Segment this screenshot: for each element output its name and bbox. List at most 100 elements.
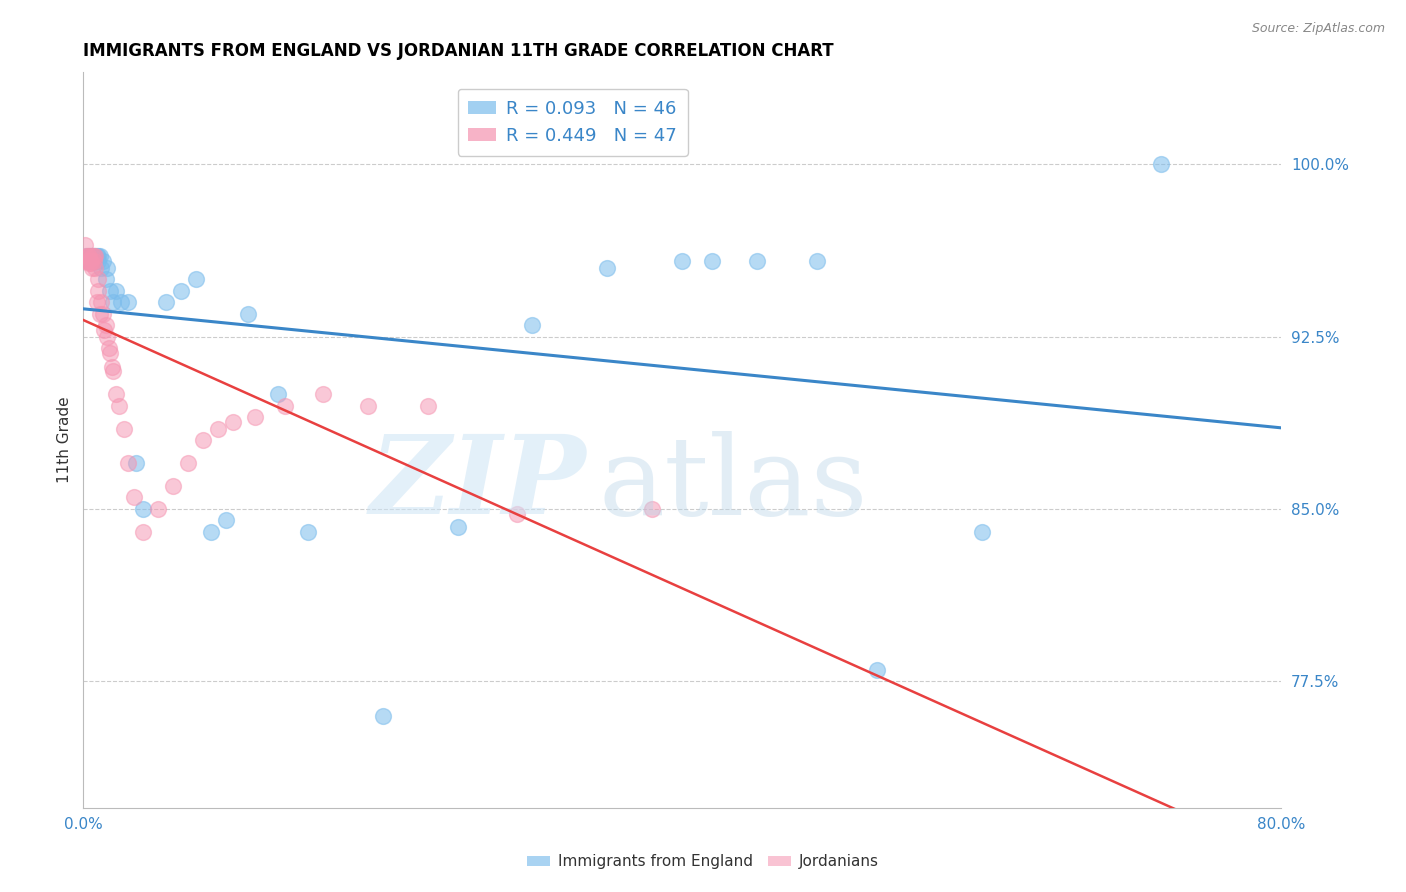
Point [371,708,394,723]
Point [122,491,145,505]
Point [80,256,103,270]
Point [83,249,105,263]
Point [132,524,155,539]
Point [94,318,117,333]
Point [446,520,468,534]
Point [82,249,104,263]
Point [214,513,236,527]
Point [169,284,191,298]
Point [76,253,98,268]
Point [702,253,724,268]
Point [75,249,97,263]
Point [80,249,103,263]
Point [312,387,335,401]
Point [93,323,115,337]
Point [222,415,245,429]
Point [506,507,529,521]
Point [96,329,118,343]
Text: IMMIGRANTS FROM ENGLAND VS JORDANIAN 11TH GRADE CORRELATION CHART: IMMIGRANTS FROM ENGLAND VS JORDANIAN 11T… [83,42,834,60]
Point [100,359,122,374]
Point [970,524,993,539]
Point [155,295,177,310]
Point [267,387,290,401]
Legend: Immigrants from England, Jordanians: Immigrants from England, Jordanians [522,848,884,875]
Point [91,253,114,268]
Point [82,249,104,263]
Point [132,502,155,516]
Point [110,295,132,310]
Point [77,253,100,268]
Point [297,524,319,539]
Point [357,399,380,413]
Point [77,256,100,270]
Point [105,284,128,298]
Point [82,249,104,263]
Point [745,253,768,268]
Point [236,307,259,321]
Point [97,341,120,355]
Point [89,249,111,263]
Point [103,364,125,378]
Point [94,272,117,286]
Point [83,253,105,268]
Point [806,253,828,268]
Y-axis label: 11th Grade: 11th Grade [58,397,72,483]
Point [73,237,96,252]
Text: ZIP: ZIP [370,431,586,538]
Point [77,249,100,263]
Point [274,399,297,413]
Legend: R = 0.093   N = 46, R = 0.449   N = 47: R = 0.093 N = 46, R = 0.449 N = 47 [457,89,688,155]
Point [105,387,128,401]
Point [641,502,664,516]
Point [87,284,110,298]
Point [103,295,125,310]
Point [117,295,139,310]
Point [86,249,108,263]
Text: Source: ZipAtlas.com: Source: ZipAtlas.com [1251,22,1385,36]
Point [89,307,111,321]
Point [86,295,108,310]
Point [191,433,214,447]
Point [671,253,693,268]
Point [245,410,267,425]
Point [84,249,107,263]
Point [416,399,439,413]
Point [83,253,105,268]
Point [90,295,112,310]
Text: atlas: atlas [599,431,868,538]
Point [866,663,889,677]
Point [83,249,105,263]
Point [75,253,97,268]
Point [162,479,184,493]
Point [112,421,135,435]
Point [98,345,121,359]
Point [76,253,98,268]
Point [80,253,103,268]
Point [125,456,148,470]
Point [87,272,110,286]
Point [82,260,104,275]
Point [1150,157,1173,171]
Point [108,399,131,413]
Point [200,524,222,539]
Point [84,249,107,263]
Point [77,249,100,263]
Point [207,421,229,435]
Point [75,249,97,263]
Point [177,456,200,470]
Point [146,502,169,516]
Point [87,249,110,263]
Point [84,260,107,275]
Point [91,307,114,321]
Point [98,284,121,298]
Point [184,272,207,286]
Point [76,249,98,263]
Point [87,253,110,268]
Point [84,253,107,268]
Point [80,253,103,268]
Point [522,318,544,333]
Point [96,260,118,275]
Point [117,456,139,470]
Point [90,260,112,275]
Point [596,260,619,275]
